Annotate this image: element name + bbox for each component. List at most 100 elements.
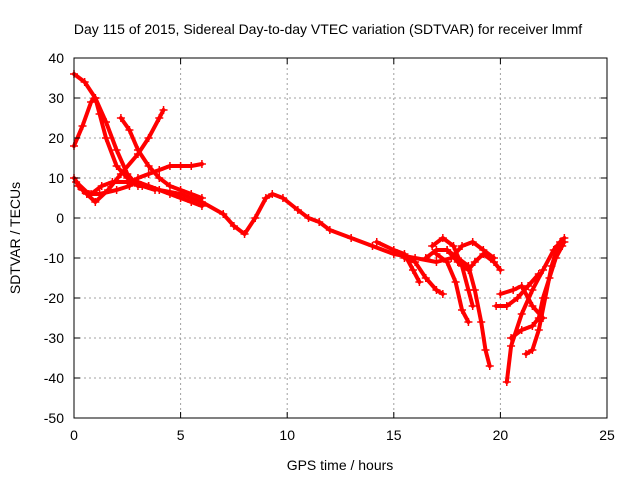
- data-point: [492, 302, 501, 310]
- chart-title: Day 115 of 2015, Sidereal Day-to-day VTE…: [74, 21, 582, 37]
- data-point: [304, 214, 313, 222]
- data-point: [165, 182, 174, 190]
- data-point: [144, 162, 153, 170]
- data-point: [432, 286, 441, 294]
- y-tick-label: 10: [48, 170, 64, 186]
- data-point: [485, 362, 494, 370]
- data-point: [176, 186, 185, 194]
- data-point: [458, 306, 467, 314]
- x-tick-label: 15: [386, 427, 402, 443]
- data-point: [112, 186, 121, 194]
- data-point: [197, 202, 206, 210]
- data-point: [547, 262, 556, 270]
- data-point: [325, 226, 334, 234]
- data-point: [408, 266, 417, 274]
- data-point: [389, 246, 398, 254]
- data-point: [464, 266, 473, 274]
- data-point: [513, 294, 522, 302]
- data-point: [125, 126, 134, 134]
- data-point: [453, 258, 462, 266]
- y-tick-label: 20: [48, 130, 64, 146]
- y-tick-label: 30: [48, 90, 64, 106]
- plot-frame: [73, 57, 608, 419]
- data-point: [524, 282, 533, 290]
- data-point: [490, 258, 499, 266]
- data-point: [133, 146, 142, 154]
- data-point: [176, 194, 185, 202]
- series-track-5: [72, 160, 206, 198]
- data-point: [411, 258, 420, 266]
- data-point: [421, 274, 430, 282]
- data-point: [240, 230, 249, 238]
- data-point: [144, 134, 153, 142]
- x-tick-label: 0: [70, 427, 78, 443]
- data-point: [539, 266, 548, 274]
- data-point: [496, 266, 505, 274]
- series-track-8: [400, 254, 447, 298]
- data-point: [155, 166, 164, 174]
- x-tick-label: 25: [599, 427, 615, 443]
- data-point: [443, 246, 452, 254]
- data-point: [315, 218, 324, 226]
- data-point: [421, 254, 430, 262]
- data-point: [268, 190, 277, 198]
- x-tick-label: 5: [177, 427, 185, 443]
- data-point: [560, 238, 569, 246]
- series-track-12: [443, 246, 505, 274]
- data-point: [517, 310, 526, 318]
- data-point: [528, 286, 537, 294]
- data-point: [78, 122, 87, 130]
- data-point: [502, 302, 511, 310]
- data-point: [464, 286, 473, 294]
- data-point: [197, 160, 206, 168]
- data-point: [432, 250, 441, 258]
- data-point: [84, 190, 93, 198]
- data-point: [368, 242, 377, 250]
- data-point: [187, 190, 196, 198]
- data-point: [553, 242, 562, 250]
- data-point: [541, 294, 550, 302]
- series-track-17: [492, 270, 543, 310]
- y-tick-label: -50: [44, 410, 64, 426]
- data-point: [451, 278, 460, 286]
- data-point: [155, 114, 164, 122]
- data-point: [229, 222, 238, 230]
- y-axis-title: SDTVAR / TECUs: [7, 182, 23, 294]
- data-point: [87, 98, 96, 106]
- data-point: [372, 238, 381, 246]
- data-point: [125, 182, 134, 190]
- data-point: [528, 346, 537, 354]
- data-point: [458, 242, 467, 250]
- data-point: [165, 190, 174, 198]
- data-point: [112, 162, 121, 170]
- data-point: [138, 182, 147, 190]
- grid: [74, 58, 607, 418]
- data-point: [116, 170, 125, 178]
- data-point: [187, 162, 196, 170]
- data-point: [507, 334, 516, 342]
- data-point: [176, 162, 185, 170]
- data-point: [443, 258, 452, 266]
- series-track-11: [432, 250, 473, 326]
- data-point: [507, 342, 516, 350]
- data-point: [278, 194, 287, 202]
- data-point: [464, 318, 473, 326]
- y-tick-label: 40: [48, 50, 64, 66]
- data-point: [509, 286, 518, 294]
- data-point: [91, 198, 100, 206]
- data-point: [219, 210, 228, 218]
- x-tick-label: 20: [493, 427, 509, 443]
- data-point: [496, 290, 505, 298]
- data-point: [197, 194, 206, 202]
- x-axis-title: GPS time / hours: [287, 457, 394, 473]
- data-point: [293, 206, 302, 214]
- data-point: [97, 182, 106, 190]
- data-point: [415, 278, 424, 286]
- y-tick-label: -40: [44, 370, 64, 386]
- data-point: [95, 190, 104, 198]
- data-point: [144, 170, 153, 178]
- data-point: [438, 234, 447, 242]
- data-point: [534, 270, 543, 278]
